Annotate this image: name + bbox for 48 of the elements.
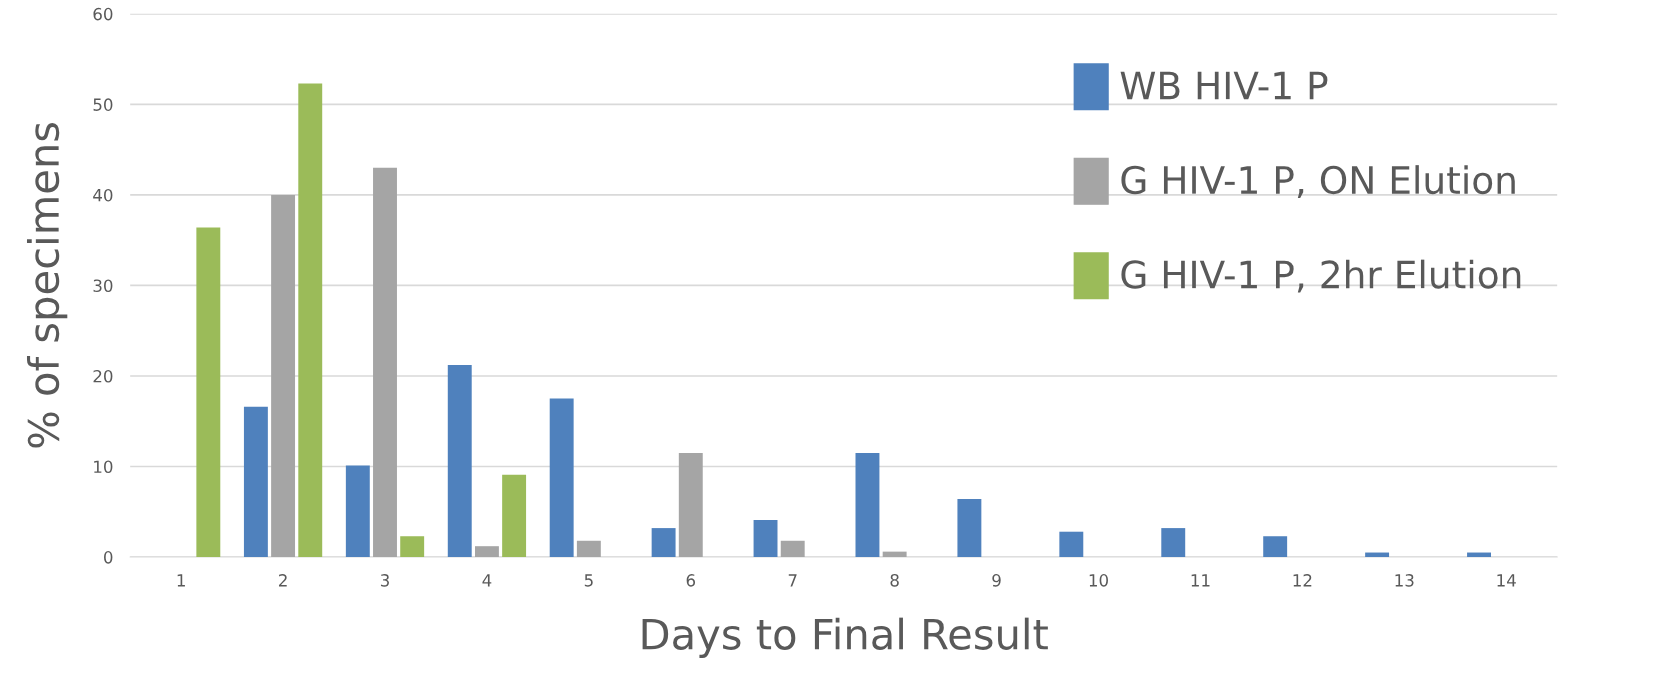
bar <box>651 528 676 558</box>
bar <box>373 167 397 558</box>
bar <box>196 227 221 558</box>
y-tick-label: 10 <box>94 460 113 474</box>
bar <box>882 551 907 558</box>
x-tick-label: 9 <box>992 574 1001 587</box>
bar <box>298 83 323 558</box>
legend-label: G HIV-1 P, ON Elution <box>1121 165 1515 198</box>
legend-label: G HIV-1 P, 2hr Elution <box>1121 259 1521 293</box>
legend-label: WB HIV-1 P <box>1120 71 1328 100</box>
bar <box>780 540 805 558</box>
x-tick-label: 11 <box>1191 574 1210 587</box>
bar <box>271 194 296 558</box>
x-axis-title: Days to Final Result <box>642 617 1048 658</box>
x-tick-label: 1 <box>177 574 185 587</box>
bar <box>502 474 527 558</box>
y-tick-label: 40 <box>93 188 113 202</box>
x-tick-label: 3 <box>380 574 389 587</box>
x-tick-label: 2 <box>278 574 287 587</box>
bar <box>855 452 880 558</box>
bar <box>474 546 499 558</box>
y-tick-label: 50 <box>93 98 113 111</box>
y-axis-title: % of specimens <box>26 123 68 448</box>
y-tick-label: 30 <box>93 279 113 293</box>
x-tick-label: 7 <box>788 574 797 587</box>
x-tick-label: 5 <box>584 574 593 587</box>
bar <box>243 406 268 558</box>
x-tick-label: 12 <box>1293 574 1312 587</box>
bar <box>1263 536 1288 558</box>
bar <box>678 452 703 558</box>
bar <box>957 499 982 558</box>
bar <box>1161 528 1186 558</box>
x-tick-label: 4 <box>482 574 492 587</box>
x-tick-label: 14 <box>1497 574 1516 587</box>
bar <box>400 536 425 558</box>
bar <box>447 365 472 558</box>
bar <box>345 465 370 558</box>
bar <box>753 519 778 558</box>
x-tick-label: 8 <box>890 574 899 587</box>
x-tick-label: 13 <box>1395 574 1414 587</box>
y-tick-label: 60 <box>93 7 113 21</box>
x-tick-label: 6 <box>686 574 696 587</box>
bar <box>576 540 601 558</box>
bar <box>549 398 574 558</box>
bar <box>1059 531 1084 558</box>
y-tick-label: 0 <box>104 551 113 564</box>
x-tick-label: 10 <box>1089 574 1108 587</box>
y-tick-label: 20 <box>93 369 113 383</box>
